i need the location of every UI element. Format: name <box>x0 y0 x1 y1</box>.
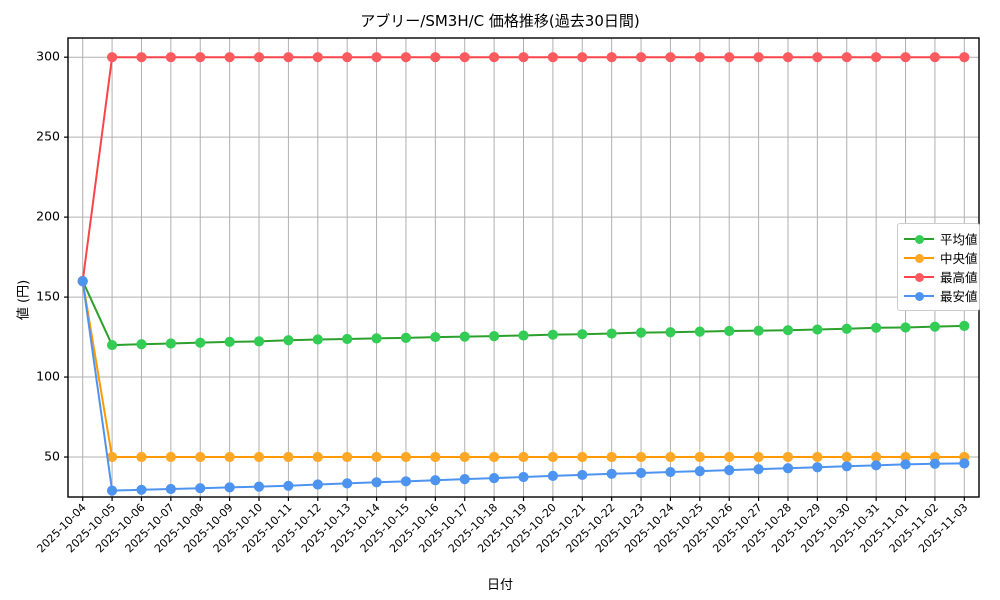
legend-item-2[interactable]: 最高値 <box>904 267 978 286</box>
y-tick-label: 300 <box>36 49 60 64</box>
chart-legend: 平均値中央値最高値最安値 <box>897 223 980 311</box>
y-tick-label: 150 <box>36 289 60 304</box>
y-tick-label: 250 <box>36 129 60 144</box>
y-tick-label: 200 <box>36 209 60 224</box>
legend-item-0[interactable]: 平均値 <box>904 229 978 248</box>
legend-item-1[interactable]: 中央値 <box>904 248 978 267</box>
legend-swatch-icon <box>904 251 934 265</box>
series-0 <box>77 275 970 351</box>
chart-title: アブリー/SM3H/C 価格推移(過去30日間) <box>360 12 640 30</box>
legend-label: 最高値 <box>940 270 978 285</box>
series-3 <box>77 275 970 496</box>
legend-swatch-icon <box>904 232 934 246</box>
legend-label: 中央値 <box>940 251 978 266</box>
legend-item-3[interactable]: 最安値 <box>904 286 978 305</box>
series-2 <box>77 52 970 287</box>
y-tick-label: 50 <box>44 449 60 464</box>
y-tick-label: 100 <box>36 369 60 384</box>
legend-swatch-icon <box>904 270 934 284</box>
legend-label: 最安値 <box>940 289 978 304</box>
legend-swatch-icon <box>904 289 934 303</box>
legend-label: 平均値 <box>940 232 978 247</box>
x-axis-label: 日付 <box>486 578 513 593</box>
